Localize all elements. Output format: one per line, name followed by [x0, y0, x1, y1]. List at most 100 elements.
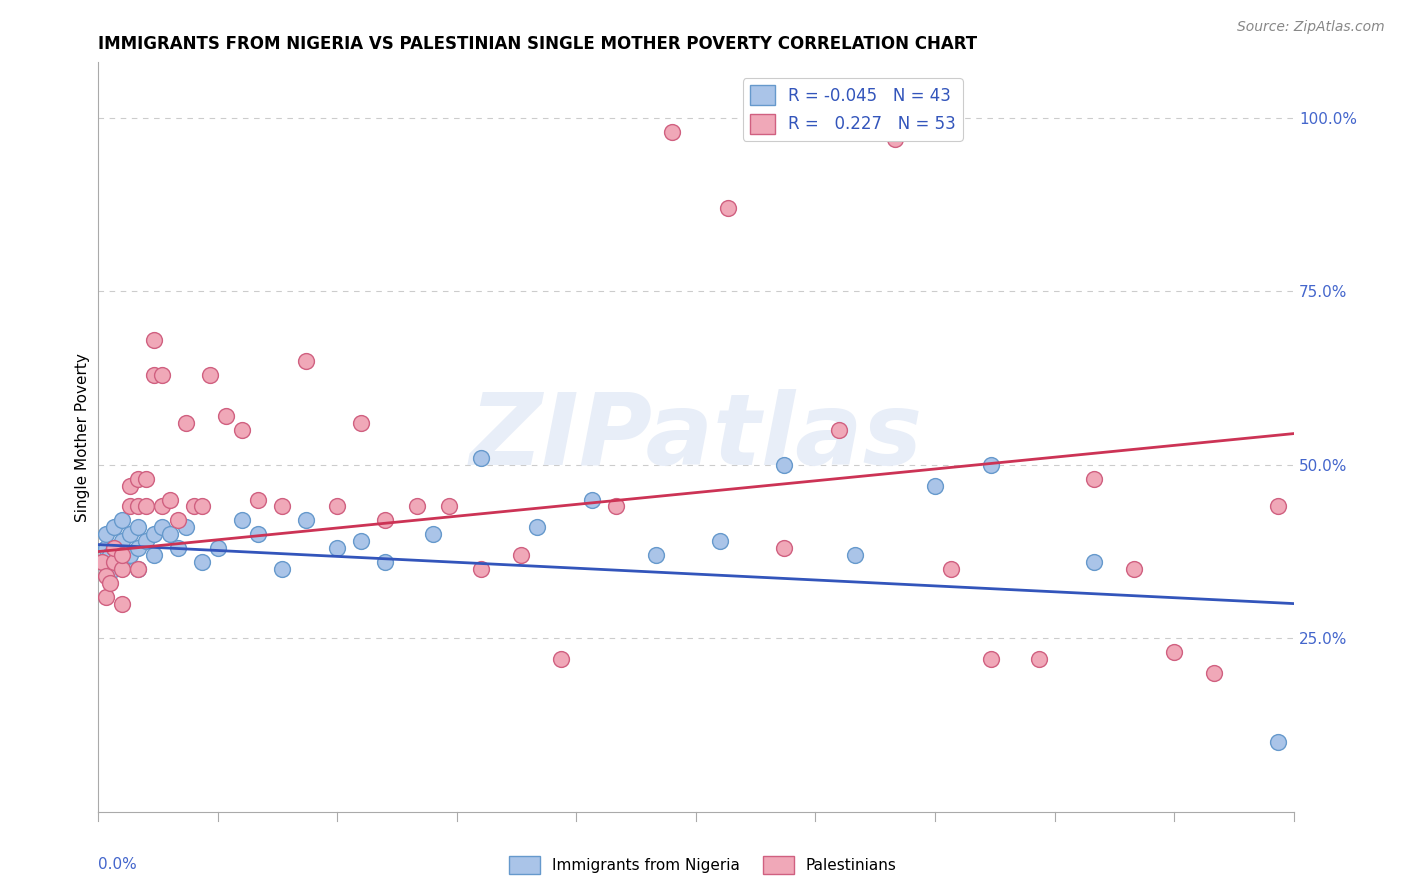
- Point: [207, 541, 229, 555]
- Point: [422, 527, 444, 541]
- Point: [350, 416, 373, 430]
- Point: [470, 450, 492, 465]
- Point: [437, 500, 460, 514]
- Point: [406, 500, 429, 514]
- Point: [111, 513, 134, 527]
- Point: [127, 562, 149, 576]
- Point: [143, 368, 166, 382]
- Point: [91, 555, 114, 569]
- Point: [526, 520, 548, 534]
- Point: [191, 555, 214, 569]
- Legend: Immigrants from Nigeria, Palestinians: Immigrants from Nigeria, Palestinians: [503, 850, 903, 880]
- Point: [980, 458, 1002, 472]
- Point: [884, 132, 907, 146]
- Point: [1202, 665, 1225, 680]
- Point: [772, 541, 794, 555]
- Point: [231, 513, 253, 527]
- Point: [1267, 500, 1289, 514]
- Point: [294, 353, 316, 368]
- Point: [127, 472, 149, 486]
- Point: [1163, 645, 1185, 659]
- Point: [98, 548, 122, 562]
- Point: [96, 569, 118, 583]
- Text: IMMIGRANTS FROM NIGERIA VS PALESTINIAN SINGLE MOTHER POVERTY CORRELATION CHART: IMMIGRANTS FROM NIGERIA VS PALESTINIAN S…: [98, 35, 977, 53]
- Point: [103, 555, 125, 569]
- Point: [828, 423, 851, 437]
- Point: [111, 562, 134, 576]
- Point: [143, 333, 166, 347]
- Point: [120, 478, 142, 492]
- Point: [167, 513, 190, 527]
- Point: [120, 500, 142, 514]
- Point: [509, 548, 531, 562]
- Point: [924, 478, 946, 492]
- Point: [844, 548, 866, 562]
- Point: [96, 527, 118, 541]
- Point: [326, 541, 349, 555]
- Point: [120, 548, 142, 562]
- Point: [191, 500, 214, 514]
- Point: [120, 527, 142, 541]
- Point: [143, 548, 166, 562]
- Point: [135, 500, 157, 514]
- Point: [1028, 652, 1050, 666]
- Point: [326, 500, 349, 514]
- Point: [183, 500, 205, 514]
- Point: [103, 541, 125, 555]
- Point: [1083, 555, 1105, 569]
- Point: [1083, 472, 1105, 486]
- Point: [150, 500, 173, 514]
- Y-axis label: Single Mother Poverty: Single Mother Poverty: [75, 352, 90, 522]
- Point: [550, 652, 572, 666]
- Point: [374, 555, 396, 569]
- Point: [91, 555, 114, 569]
- Point: [717, 201, 740, 215]
- Point: [374, 513, 396, 527]
- Point: [143, 527, 166, 541]
- Point: [167, 541, 190, 555]
- Point: [198, 368, 221, 382]
- Point: [111, 597, 134, 611]
- Text: 0.0%: 0.0%: [98, 856, 138, 871]
- Point: [980, 652, 1002, 666]
- Point: [772, 458, 794, 472]
- Point: [150, 368, 173, 382]
- Point: [103, 562, 125, 576]
- Point: [103, 520, 125, 534]
- Point: [159, 527, 181, 541]
- Point: [96, 541, 118, 555]
- Point: [350, 534, 373, 549]
- Point: [1267, 735, 1289, 749]
- Point: [645, 548, 668, 562]
- Point: [127, 562, 149, 576]
- Point: [709, 534, 731, 549]
- Point: [661, 125, 683, 139]
- Point: [270, 562, 292, 576]
- Point: [174, 520, 197, 534]
- Point: [111, 555, 134, 569]
- Point: [939, 562, 962, 576]
- Point: [246, 527, 269, 541]
- Point: [294, 513, 316, 527]
- Point: [246, 492, 269, 507]
- Point: [103, 541, 125, 555]
- Legend: R = -0.045   N = 43, R =   0.227   N = 53: R = -0.045 N = 43, R = 0.227 N = 53: [744, 78, 963, 141]
- Point: [135, 472, 157, 486]
- Point: [127, 520, 149, 534]
- Point: [127, 541, 149, 555]
- Point: [174, 416, 197, 430]
- Point: [215, 409, 238, 424]
- Point: [470, 562, 492, 576]
- Point: [159, 492, 181, 507]
- Point: [581, 492, 603, 507]
- Point: [111, 534, 134, 549]
- Point: [231, 423, 253, 437]
- Point: [111, 548, 134, 562]
- Point: [1123, 562, 1146, 576]
- Point: [127, 500, 149, 514]
- Point: [98, 575, 122, 590]
- Point: [96, 590, 118, 604]
- Point: [605, 500, 627, 514]
- Text: ZIPatlas: ZIPatlas: [470, 389, 922, 485]
- Point: [135, 534, 157, 549]
